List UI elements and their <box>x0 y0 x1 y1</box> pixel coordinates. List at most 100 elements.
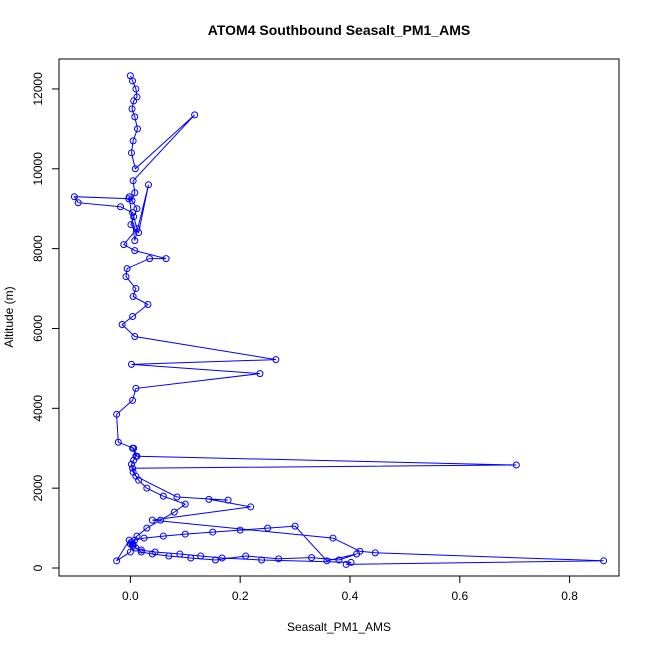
data-point <box>323 557 331 565</box>
data-point <box>127 149 135 157</box>
data-point <box>129 444 137 452</box>
data-point <box>197 552 205 560</box>
data-point <box>187 554 195 562</box>
data-point <box>143 484 151 492</box>
data-point <box>148 550 156 558</box>
data-point <box>258 556 266 564</box>
data-point <box>129 177 137 185</box>
data-point <box>170 508 178 516</box>
y-tick-label: 12000 <box>31 72 45 106</box>
data-point <box>181 500 189 508</box>
data-point <box>123 265 131 273</box>
data-point <box>308 554 316 562</box>
data-point <box>127 460 135 468</box>
series-line <box>73 75 604 565</box>
plot-frame <box>58 58 620 577</box>
data-point <box>353 550 361 558</box>
data-point <box>159 532 167 540</box>
data-point <box>74 199 82 207</box>
data-point <box>129 137 137 145</box>
data-point <box>211 556 219 564</box>
data-point <box>130 97 138 105</box>
data-point <box>129 209 137 217</box>
data-point <box>131 332 139 340</box>
data-point <box>191 111 199 119</box>
data-point <box>247 503 255 511</box>
x-axis-title: Seasalt_PM1_AMS <box>287 620 391 634</box>
data-point <box>224 496 232 504</box>
data-point <box>132 384 140 392</box>
data-point <box>181 530 189 538</box>
data-point <box>291 522 299 530</box>
data-point <box>135 229 143 237</box>
data-point <box>127 221 135 229</box>
data-point <box>129 293 137 301</box>
data-point <box>144 181 152 189</box>
data-point <box>140 534 148 542</box>
data-point <box>236 526 244 534</box>
data-point <box>347 558 355 566</box>
data-point <box>131 113 139 121</box>
data-point <box>113 410 121 418</box>
data-point <box>176 550 184 558</box>
data-point <box>173 493 181 501</box>
data-point <box>133 532 141 540</box>
y-tick-label: 0 <box>31 564 45 571</box>
data-point <box>113 557 121 565</box>
data-point <box>159 492 167 500</box>
data-point <box>114 438 122 446</box>
data-point <box>131 247 139 255</box>
data-point <box>242 552 250 560</box>
data-point <box>130 456 138 464</box>
x-tick-label: 0.8 <box>561 589 578 603</box>
data-point <box>131 189 139 197</box>
data-point <box>157 516 165 524</box>
data-point <box>329 534 337 542</box>
data-point <box>122 273 130 281</box>
data-point <box>133 205 141 213</box>
data-point <box>127 360 135 368</box>
data-point <box>125 195 133 203</box>
data-point <box>130 213 138 221</box>
data-point <box>132 285 140 293</box>
data-point <box>146 255 154 263</box>
data-point <box>129 468 137 476</box>
data-point <box>135 476 143 484</box>
data-point <box>162 255 170 263</box>
data-point <box>512 461 520 469</box>
data-point <box>132 85 140 93</box>
data-point <box>143 524 151 532</box>
data-point <box>128 105 136 113</box>
data-point <box>129 464 137 472</box>
data-point <box>205 495 213 503</box>
x-tick-label: 0.6 <box>451 589 468 603</box>
data-point <box>165 552 173 560</box>
data-point <box>70 193 78 201</box>
data-point <box>132 452 140 460</box>
chart-title: ATOM4 Southbound Seasalt_PM1_AMS <box>208 22 470 38</box>
y-axis: 0 2000 4000 6000 8000 10000 12000 <box>31 72 60 571</box>
data-point <box>256 370 264 378</box>
data-point <box>131 165 139 173</box>
data-point <box>272 356 280 364</box>
data-point <box>137 548 145 556</box>
data-point <box>116 203 124 211</box>
series-layer <box>70 72 608 568</box>
data-point <box>120 241 128 249</box>
data-point <box>118 320 126 328</box>
y-axis-title: Altitude (m) <box>2 286 16 347</box>
x-tick-label: 0.4 <box>342 589 359 603</box>
y-tick-label: 4000 <box>31 395 45 422</box>
y-tick-label: 10000 <box>31 152 45 186</box>
data-point <box>144 301 152 309</box>
data-point <box>371 549 379 557</box>
data-point <box>218 554 226 562</box>
data-point <box>134 125 142 133</box>
y-tick-label: 2000 <box>31 474 45 501</box>
y-tick-label: 6000 <box>31 315 45 342</box>
data-point <box>335 556 343 564</box>
data-point <box>129 313 137 321</box>
data-point <box>128 540 136 548</box>
data-point <box>131 237 139 245</box>
